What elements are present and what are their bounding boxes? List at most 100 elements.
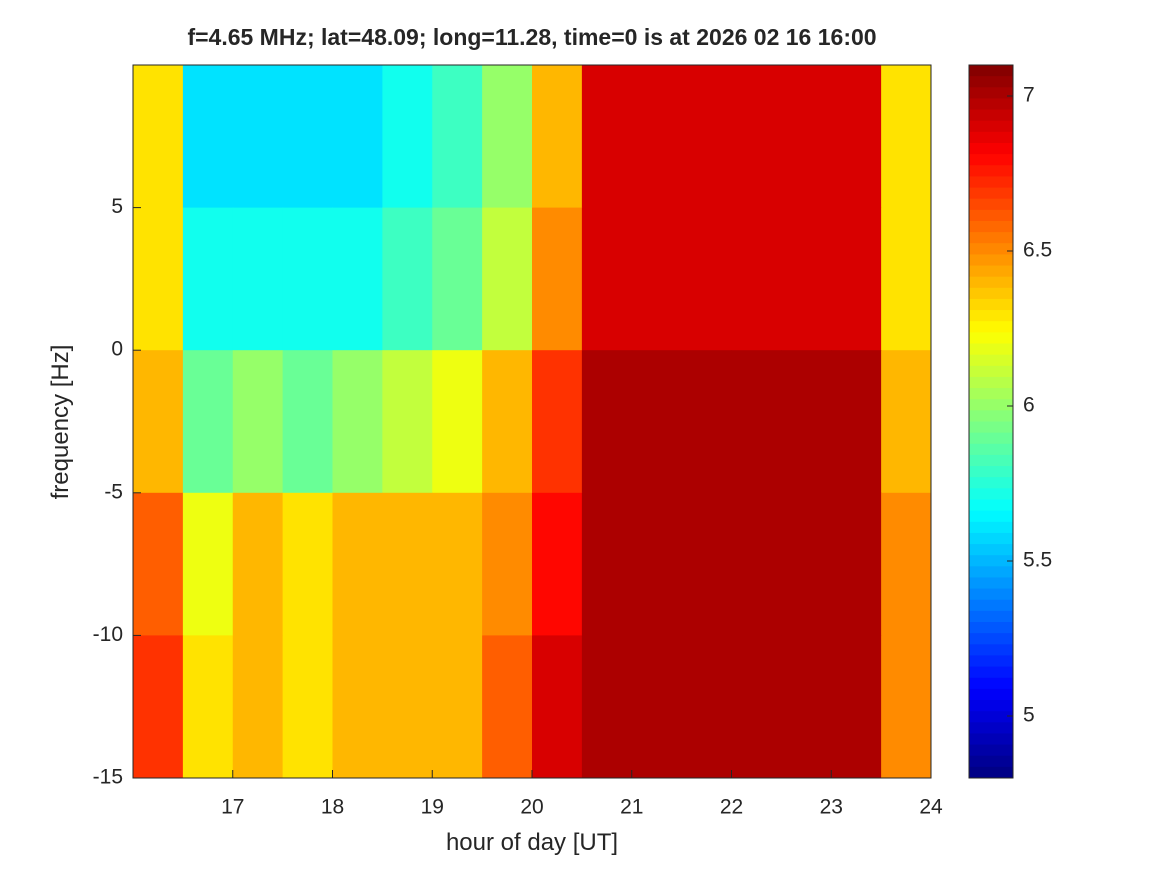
heat-cell — [382, 635, 433, 779]
colorbar-swatch — [969, 700, 1013, 712]
heat-cell — [332, 635, 383, 779]
colorbar-swatch — [969, 644, 1013, 656]
heat-cell — [133, 65, 184, 209]
heat-cell — [631, 65, 683, 209]
colorbar-swatch — [969, 722, 1013, 734]
heat-cell — [631, 635, 683, 779]
x-tick-label: 18 — [321, 796, 344, 819]
x-axis-label: hour of day [UT] — [446, 829, 618, 856]
colorbar-frame — [968, 64, 1014, 779]
heat-cell — [881, 65, 932, 209]
heat-cell — [133, 350, 184, 494]
heat-cell — [332, 350, 383, 494]
heat-cell — [681, 65, 732, 209]
colorbar-swatch — [969, 555, 1013, 567]
heat-cell — [631, 350, 683, 494]
heat-cell — [731, 350, 782, 494]
colorbar-swatch — [969, 343, 1013, 356]
colorbar-swatch — [969, 76, 1013, 88]
colorbar-tick-label: 6.5 — [1023, 239, 1052, 262]
heat-cell — [681, 207, 732, 351]
colorbar-swatch — [969, 87, 1013, 99]
colorbar-swatch — [969, 254, 1013, 267]
heat-cell — [282, 492, 333, 636]
colorbar-swatch — [969, 209, 1013, 222]
colorbar-swatch — [969, 766, 1013, 779]
heat-cell — [182, 635, 234, 779]
heat-cell — [133, 207, 184, 351]
colorbar-swatch — [969, 488, 1013, 500]
heat-cell — [482, 65, 533, 209]
colorbar-swatch — [969, 633, 1013, 645]
colorbar-swatch — [969, 120, 1013, 133]
heat-cell — [781, 65, 832, 209]
heat-cell — [831, 207, 882, 351]
heat-cell — [631, 207, 683, 351]
heat-cell — [581, 635, 633, 779]
colorbar-swatch — [969, 443, 1013, 456]
heatmap — [133, 65, 932, 779]
chart-title: f=4.65 MHz; lat=48.09; long=11.28, time=… — [187, 24, 876, 50]
heat-cell — [282, 207, 333, 351]
colorbar-swatch — [969, 187, 1013, 200]
heat-cell — [432, 350, 483, 494]
colorbar-swatch — [969, 287, 1013, 300]
colorbar-swatch — [969, 198, 1013, 211]
colorbar-swatch — [969, 477, 1013, 489]
colorbar-swatch — [969, 388, 1013, 400]
colorbar-swatch — [969, 622, 1013, 634]
heat-cell — [831, 350, 882, 494]
colorbar-swatch — [969, 599, 1013, 612]
x-tick-label: 19 — [421, 796, 444, 819]
heat-cell — [482, 207, 533, 351]
heat-cell — [881, 207, 932, 351]
colorbar-swatch — [969, 310, 1013, 322]
colorbar-swatch — [969, 432, 1013, 445]
heat-cell — [232, 350, 284, 494]
colorbar-swatch — [969, 677, 1013, 690]
heat-cell — [282, 65, 333, 209]
heat-cell — [532, 65, 583, 209]
colorbar-swatch — [969, 566, 1013, 578]
colorbar-swatch — [969, 354, 1013, 367]
x-tick-label: 24 — [919, 796, 943, 819]
heat-cell — [382, 65, 433, 209]
heat-cell — [731, 207, 782, 351]
colorbar-swatch — [969, 410, 1013, 422]
heat-cell — [781, 492, 832, 636]
heat-cell — [532, 635, 583, 779]
colorbar-swatch — [969, 755, 1013, 768]
colorbar-swatch — [969, 176, 1013, 189]
heat-cell — [581, 207, 633, 351]
colorbar-swatch — [969, 744, 1013, 757]
x-tick-label: 22 — [720, 796, 743, 819]
colorbar-swatch — [969, 454, 1013, 467]
colorbar-swatch — [969, 165, 1013, 177]
heat-cell — [482, 350, 533, 494]
heat-cell — [881, 635, 932, 779]
axes: 17 18 19 20 21 22 23 24 -15 -10 -5 0 5 — [93, 64, 943, 819]
colorbar-swatch — [969, 466, 1013, 478]
heat-cell — [731, 492, 782, 636]
heat-cell — [332, 492, 383, 636]
heat-cell — [432, 207, 483, 351]
heat-cell — [182, 350, 234, 494]
colorbar-swatch — [969, 399, 1013, 411]
y-tick-label: -15 — [93, 766, 123, 789]
heat-cell — [781, 635, 832, 779]
x-tick-label: 21 — [620, 796, 643, 819]
heat-cell — [532, 350, 583, 494]
heat-cell — [781, 350, 832, 494]
heat-cell — [681, 635, 732, 779]
heat-cell — [382, 350, 433, 494]
heat-cell — [532, 207, 583, 351]
x-tick-label: 17 — [221, 796, 244, 819]
heat-cell — [581, 350, 633, 494]
colorbar-swatch — [969, 376, 1013, 389]
colorbar-swatch — [969, 544, 1013, 556]
heat-cell — [731, 635, 782, 779]
heat-cell — [631, 492, 683, 636]
y-tick-label: -10 — [93, 623, 123, 646]
colorbar-swatch — [969, 332, 1013, 345]
